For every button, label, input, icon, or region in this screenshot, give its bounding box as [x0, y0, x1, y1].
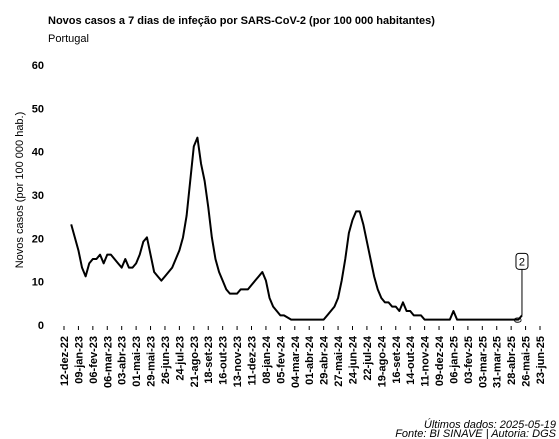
- x-tick-label: 26-mai-25: [521, 336, 533, 387]
- x-tick-label: 24-jul-23: [174, 336, 186, 381]
- x-tick-label: 28-abr-25: [506, 336, 518, 385]
- y-tick-label: 0: [38, 320, 44, 332]
- x-tick-label: 29-mai-23: [146, 336, 158, 387]
- x-tick-label: 23-jun-25: [535, 336, 547, 384]
- annotation-box: [515, 252, 529, 270]
- x-tick-label: 05-fev-24: [275, 335, 287, 384]
- x-tick-label: 03-abr-23: [117, 336, 129, 385]
- x-tick-label: 09-jan-23: [73, 336, 85, 384]
- x-tick-label: 31-mar-25: [492, 336, 504, 388]
- y-tick-label: 40: [32, 147, 44, 159]
- x-tick-label: 29-abr-24: [319, 335, 331, 385]
- x-tick-label: 24-jun-24: [347, 335, 359, 384]
- x-tick-label: 04-mar-24: [290, 335, 302, 388]
- x-tick-label: 14-out-24: [405, 335, 417, 385]
- x-tick-label: 06-mar-23: [102, 336, 114, 388]
- y-tick-label: 30: [32, 190, 44, 202]
- x-tick-label: 13-nov-23: [232, 336, 244, 387]
- chart-subtitle: Portugal: [48, 33, 89, 45]
- x-tick-label: 11-nov-24: [420, 335, 432, 387]
- x-tick-label: 12-dez-22: [59, 336, 71, 386]
- y-tick-label: 50: [32, 103, 44, 115]
- x-tick-label: 22-jul-24: [362, 335, 374, 381]
- footer: Últimos dados: 2025-05-19: [424, 418, 556, 431]
- x-tick-label: 16-set-24: [391, 335, 403, 384]
- y-axis-label: Novos casos (por 100 000 hab.): [14, 112, 26, 269]
- x-tick-label: 06-fev-23: [88, 336, 100, 384]
- x-tick-label: 03-mar-25: [477, 336, 489, 388]
- footer: Fonte: BI SINAVE | Autoria: DGS: [395, 428, 556, 439]
- x-tick-label: 03-fev-25: [463, 336, 475, 384]
- x-tick-label: 27-mai-24: [333, 335, 345, 387]
- x-tick-label: 09-dez-24: [434, 335, 446, 386]
- x-tick-label: 26-jun-23: [160, 336, 172, 384]
- x-tick-label: 16-out-23: [218, 336, 230, 385]
- y-tick-label: 20: [32, 233, 44, 245]
- x-tick-label: 19-ago-24: [376, 335, 388, 387]
- y-tick-label: 60: [32, 60, 44, 72]
- x-tick-label: 18-set-23: [203, 336, 215, 384]
- x-tick-label: 01-mai-23: [131, 336, 143, 387]
- x-tick-label: 06-jan-25: [448, 336, 460, 384]
- chart-title: Novos casos a 7 dias de infeção por SARS…: [48, 15, 435, 27]
- x-tick-label: 08-jan-24: [261, 335, 273, 384]
- annotation: 0: [512, 317, 524, 323]
- annotation: 2: [519, 256, 525, 268]
- x-tick-label: 01-abr-24: [304, 335, 316, 385]
- line-series: [70, 136, 523, 321]
- y-tick-label: 10: [32, 277, 44, 289]
- x-tick-label: 21-ago-23: [189, 336, 201, 387]
- x-tick-label: 11-dez-23: [247, 336, 259, 386]
